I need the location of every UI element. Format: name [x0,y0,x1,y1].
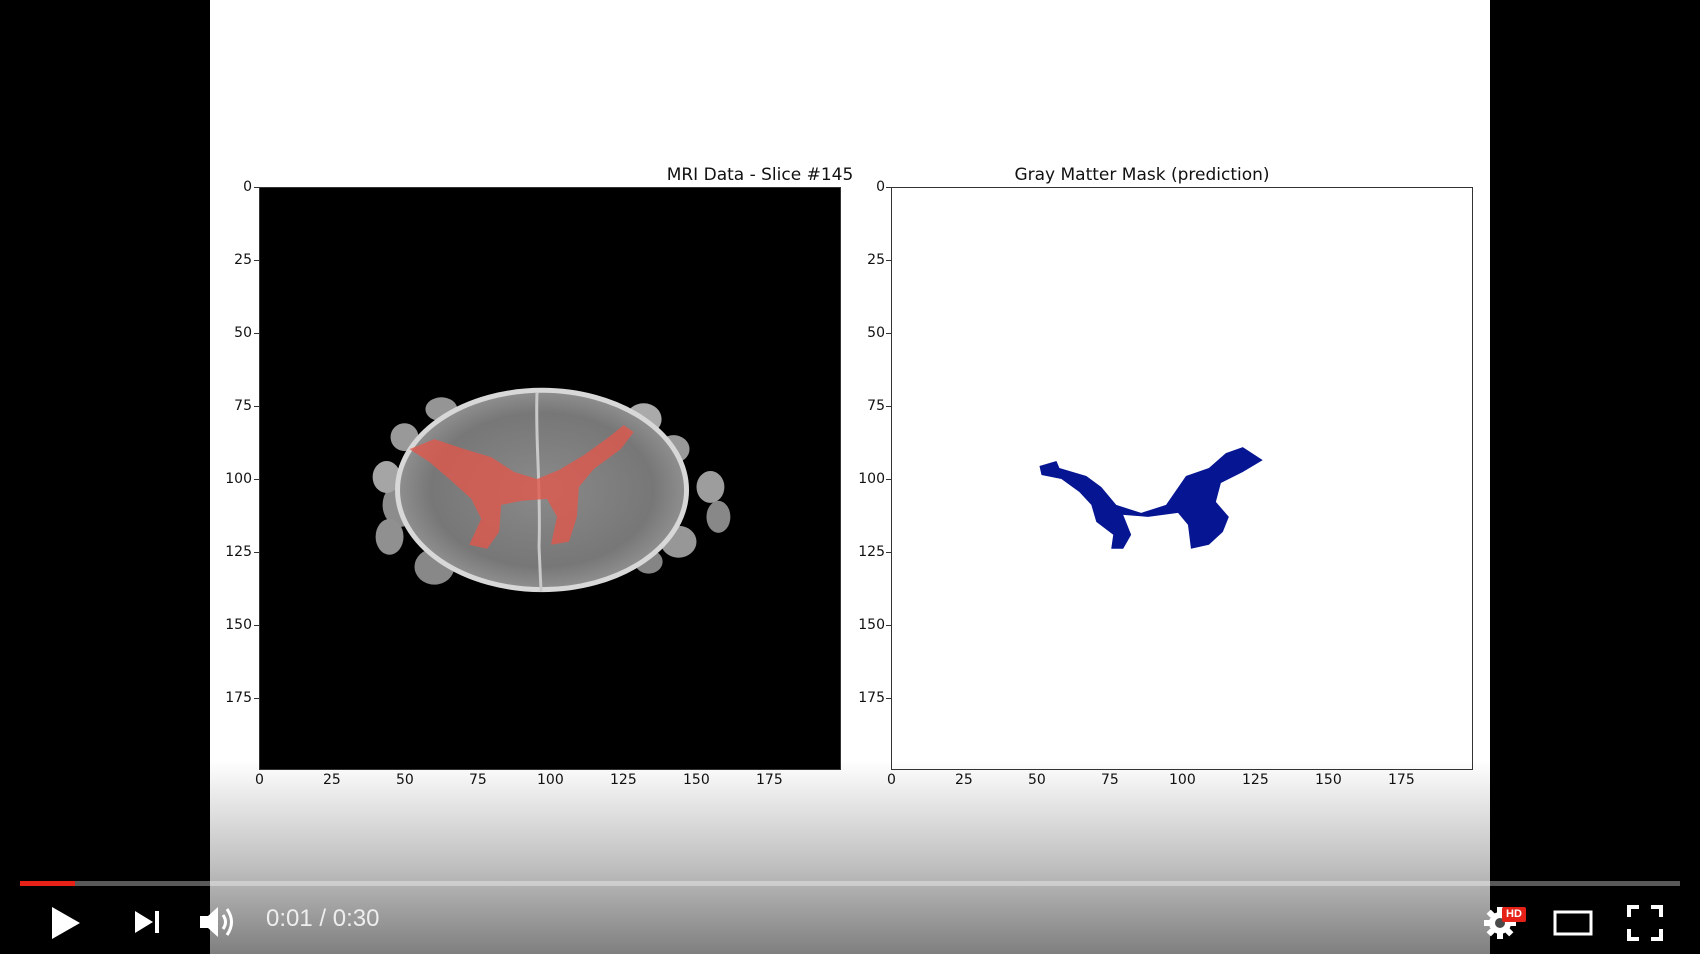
theater-mode-icon [1553,910,1593,936]
left-ytick-125: 125 [225,544,252,560]
right-ytick-100: 100 [858,471,885,487]
right-ytick-75: 75 [867,398,885,414]
gray-matter-mask-image [1039,447,1263,549]
left-plot-title: MRI Data - Slice #145 [666,165,854,185]
next-button[interactable] [133,909,161,935]
right-plot-title: Gray Matter Mask (prediction) [1014,165,1270,185]
time-display: 0:01 / 0:30 [266,905,379,933]
right-ytick-175: 175 [858,690,885,706]
right-ytick-25: 25 [867,252,885,268]
cord-fissure [535,392,543,592]
left-ytick-25: 25 [234,252,252,268]
fullscreen-icon [1627,905,1663,941]
left-ytick-100: 100 [225,471,252,487]
current-time: 0:01 [266,905,313,932]
left-ytick-75: 75 [234,398,252,414]
progress-played [20,881,76,886]
gray-matter-overlay [409,425,634,549]
volume-icon [200,907,233,937]
volume-button[interactable] [198,903,240,941]
mri-slice-image [372,387,731,593]
prediction-mask-axes [891,187,1473,770]
hd-badge: HD [1502,907,1526,922]
theater-mode-button[interactable] [1553,909,1593,937]
mri-image-axes [259,187,841,770]
left-ytick-175: 175 [225,690,252,706]
left-ytick-50: 50 [234,325,252,341]
left-ytick-0: 0 [243,179,252,195]
left-ytick-150: 150 [225,617,252,633]
right-ytick-125: 125 [858,544,885,560]
next-icon [135,911,159,933]
time-separator: / [312,905,333,932]
fullscreen-button[interactable] [1627,905,1663,941]
duration: 0:30 [332,905,380,932]
progress-bar[interactable] [20,881,1680,886]
right-ytick-150: 150 [858,617,885,633]
play-button[interactable] [50,905,82,941]
right-ytick-50: 50 [867,325,885,341]
right-ytick-0: 0 [876,179,885,195]
play-icon [52,907,80,939]
gray-matter-mask [1039,447,1263,549]
controls-gradient [0,760,1700,954]
